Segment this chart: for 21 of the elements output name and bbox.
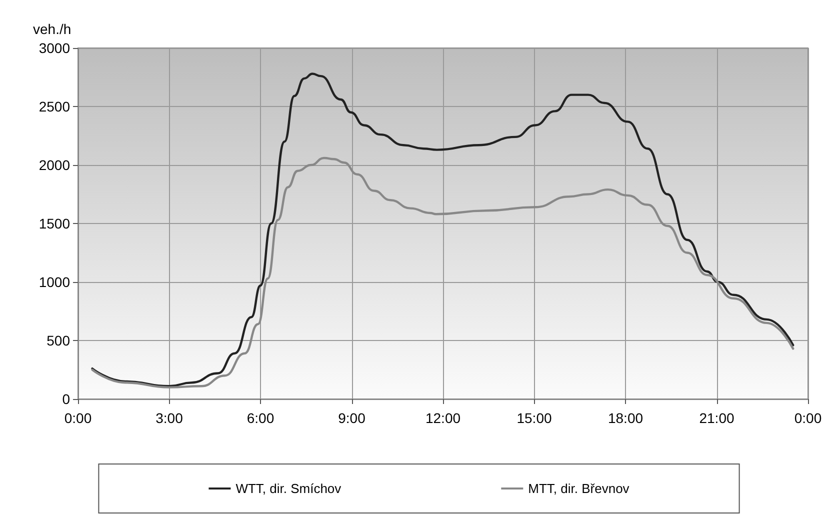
x-tick-label: 18:00 [608, 410, 644, 426]
y-tick-label: 2500 [38, 98, 70, 114]
x-tick-label: 21:00 [699, 410, 734, 426]
x-tick-label: 12:00 [425, 410, 461, 426]
y-tick-label: 1000 [38, 274, 70, 290]
x-tick-label: 9:00 [338, 410, 366, 426]
legend-label: WTT, dir. Smíchov [236, 481, 342, 496]
y-tick-label: 0 [62, 391, 70, 407]
x-tick-label: 3:00 [156, 410, 184, 426]
x-tick-label: 15:00 [516, 410, 552, 426]
line-series [91, 72, 794, 388]
x-tick-label: 6:00 [246, 410, 274, 426]
y-tick-label: 3000 [38, 40, 70, 56]
y-axis-title: veh./h [33, 21, 72, 37]
y-tick-label: 1500 [38, 216, 70, 232]
x-tick-label: 0:00 [64, 410, 92, 426]
y-tick-label: 2000 [38, 157, 70, 173]
x-tick-label: 0:00 [794, 410, 822, 426]
legend-label: MTT, dir. Břevnov [528, 481, 630, 496]
y-tick-label: 500 [46, 332, 70, 348]
line-series [91, 156, 794, 388]
